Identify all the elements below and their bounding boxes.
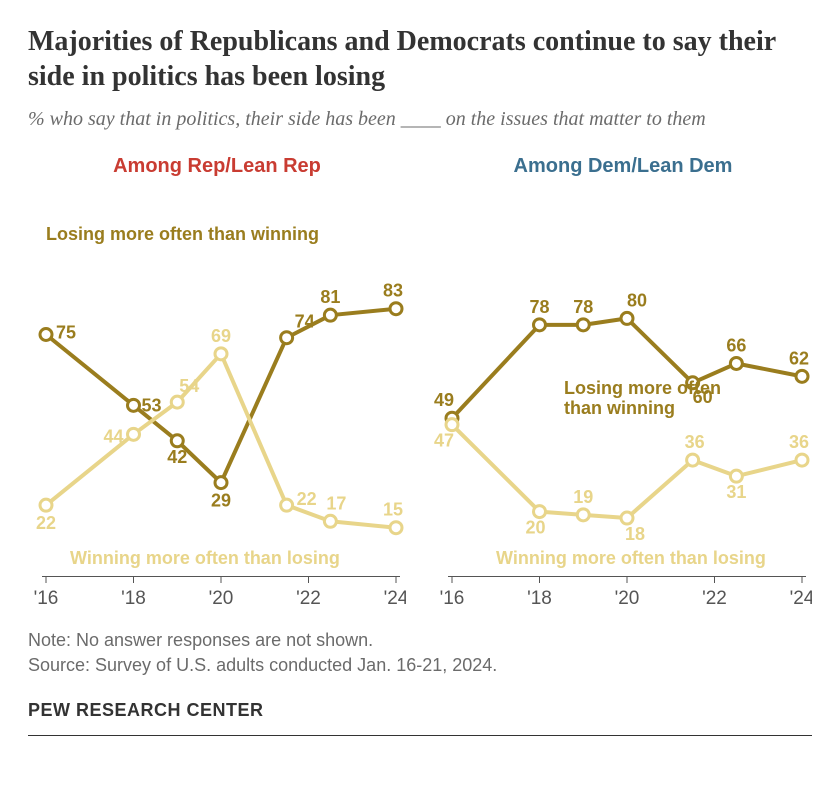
svg-text:29: 29 <box>211 491 231 511</box>
svg-text:66: 66 <box>726 335 746 355</box>
svg-text:80: 80 <box>627 290 647 310</box>
svg-text:'20: '20 <box>209 588 234 609</box>
panel-rep: Among Rep/Lean Rep '16 '18 '20 '22 '24 75 53 42… <box>28 155 406 614</box>
svg-text:78: 78 <box>573 297 593 317</box>
charts-row: Among Rep/Lean Rep '16 '18 '20 '22 '24 75 53 42… <box>28 155 812 614</box>
svg-text:'18: '18 <box>527 588 552 609</box>
panel-rep-svg: '16 '18 '20 '22 '24 75 53 42 29 7481 83 Losing more… <box>28 184 406 614</box>
svg-text:36: 36 <box>789 432 809 452</box>
chart-title: Majorities of Republicans and Democrats … <box>28 24 812 94</box>
svg-text:Losing more often: Losing more often <box>564 378 721 398</box>
svg-text:22: 22 <box>297 489 317 509</box>
panel-dem-title: Among Dem/Lean Dem <box>434 155 812 178</box>
svg-text:83: 83 <box>383 281 403 301</box>
chart-subtitle: % who say that in politics, their side h… <box>28 106 812 133</box>
svg-text:19: 19 <box>573 487 593 507</box>
chart-note: Note: No answer responses are not shown. <box>28 628 812 653</box>
svg-text:42: 42 <box>167 447 187 467</box>
svg-text:54: 54 <box>179 376 199 396</box>
svg-text:15: 15 <box>383 500 403 520</box>
svg-text:74: 74 <box>295 312 315 332</box>
svg-text:22: 22 <box>36 513 56 533</box>
svg-text:62: 62 <box>789 348 809 368</box>
panel-rep-title: Among Rep/Lean Rep <box>28 155 406 178</box>
svg-text:44: 44 <box>103 426 123 446</box>
svg-text:Winning more often than losing: Winning more often than losing <box>70 548 340 568</box>
svg-text:'24: '24 <box>790 588 812 609</box>
chart-attribution: PEW RESEARCH CENTER <box>28 700 812 721</box>
svg-text:81: 81 <box>320 287 340 307</box>
chart-source: Source: Survey of U.S. adults conducted … <box>28 653 812 678</box>
svg-text:'16: '16 <box>34 588 59 609</box>
svg-text:17: 17 <box>326 493 346 513</box>
svg-text:Losing more often than winning: Losing more often than winning <box>46 224 319 244</box>
svg-text:36: 36 <box>685 432 705 452</box>
svg-text:'18: '18 <box>121 588 146 609</box>
svg-text:Winning more often than losing: Winning more often than losing <box>496 548 766 568</box>
svg-text:'20: '20 <box>615 588 640 609</box>
svg-text:'16: '16 <box>440 588 465 609</box>
svg-text:20: 20 <box>525 518 545 538</box>
svg-text:31: 31 <box>726 482 746 502</box>
svg-text:47: 47 <box>434 431 454 451</box>
svg-text:18: 18 <box>625 524 645 544</box>
svg-text:'24: '24 <box>384 588 406 609</box>
svg-text:than winning: than winning <box>564 398 675 418</box>
panel-dem: Among Dem/Lean Dem '16 '18 '20 '22 '24 49 78 78… <box>434 155 812 614</box>
footer-rule <box>28 735 812 736</box>
svg-text:53: 53 <box>141 395 161 415</box>
svg-text:75: 75 <box>56 323 76 343</box>
svg-text:'22: '22 <box>296 588 321 609</box>
svg-text:49: 49 <box>434 390 454 410</box>
svg-text:69: 69 <box>211 326 231 346</box>
svg-text:'22: '22 <box>702 588 727 609</box>
svg-text:78: 78 <box>529 297 549 317</box>
panel-dem-svg: '16'18'20'22'2449787880606662Losing more… <box>434 184 812 614</box>
